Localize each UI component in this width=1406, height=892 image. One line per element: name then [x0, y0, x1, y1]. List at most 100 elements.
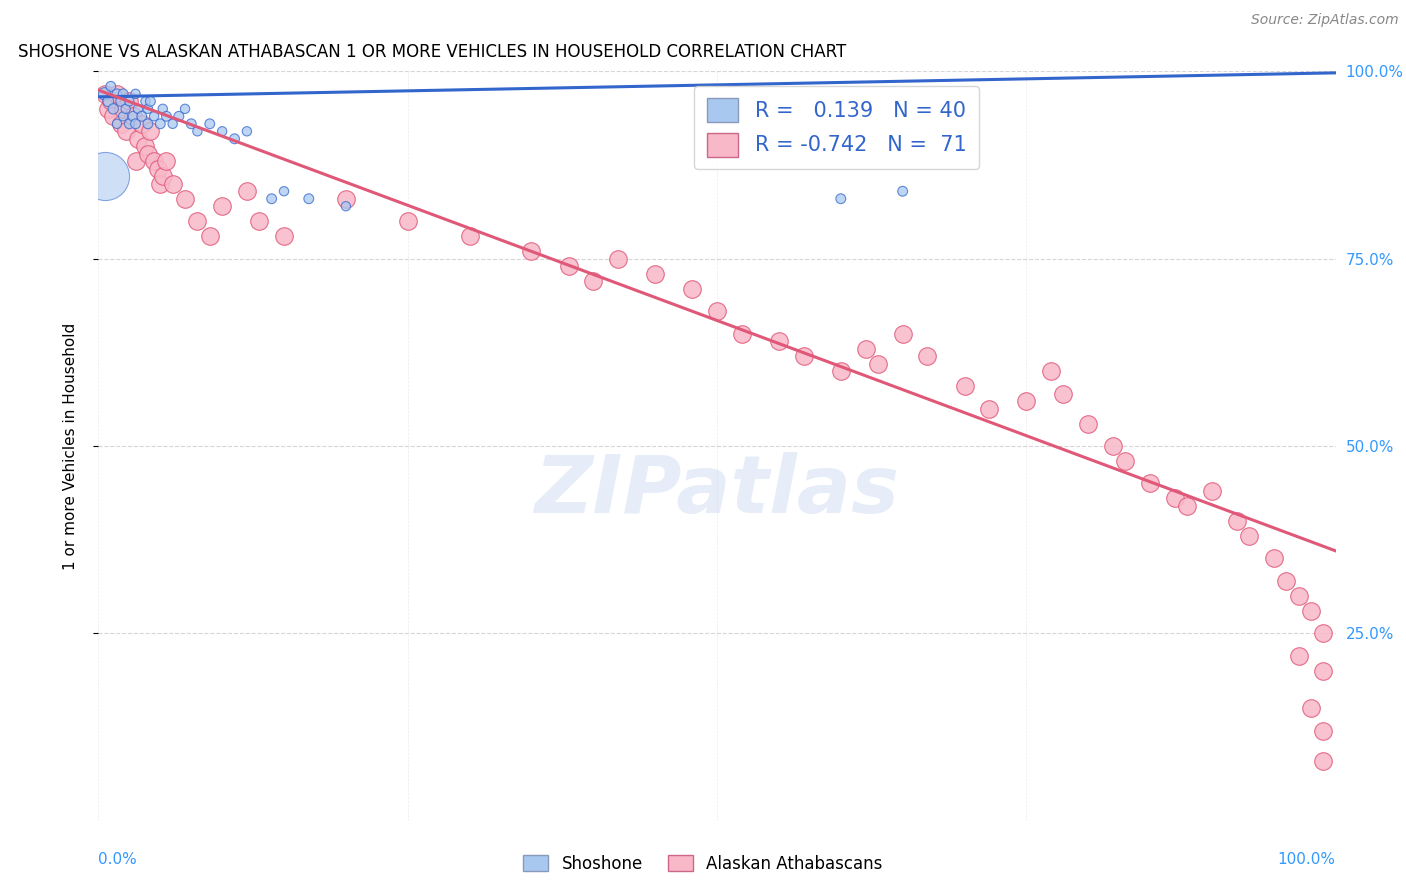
- Point: [260, 192, 283, 206]
- Point: [1175, 499, 1198, 513]
- Point: [236, 124, 259, 138]
- Point: [124, 117, 146, 131]
- Point: [97, 95, 120, 109]
- Point: [1263, 551, 1285, 566]
- Point: [855, 342, 877, 356]
- Point: [152, 102, 174, 116]
- Point: [236, 184, 259, 198]
- Point: [1102, 439, 1125, 453]
- Point: [112, 102, 135, 116]
- Point: [396, 214, 419, 228]
- Point: [152, 169, 174, 184]
- Point: [93, 169, 115, 184]
- Text: 0.0%: 0.0%: [98, 852, 138, 867]
- Point: [953, 379, 976, 393]
- Point: [1164, 491, 1187, 506]
- Point: [143, 154, 166, 169]
- Point: [103, 109, 125, 123]
- Point: [136, 102, 159, 116]
- Point: [1237, 529, 1260, 543]
- Point: [134, 139, 156, 153]
- Point: [1040, 364, 1063, 378]
- Point: [211, 124, 233, 138]
- Point: [706, 304, 728, 318]
- Point: [136, 117, 159, 131]
- Point: [100, 79, 122, 94]
- Point: [1299, 701, 1322, 715]
- Point: [520, 244, 543, 259]
- Text: 100.0%: 100.0%: [1278, 852, 1336, 867]
- Point: [458, 229, 481, 244]
- Point: [211, 199, 233, 213]
- Point: [149, 117, 172, 131]
- Point: [97, 102, 120, 116]
- Point: [114, 102, 136, 116]
- Point: [127, 102, 149, 116]
- Text: Source: ZipAtlas.com: Source: ZipAtlas.com: [1251, 13, 1399, 28]
- Point: [198, 229, 221, 244]
- Point: [100, 95, 122, 109]
- Point: [1288, 648, 1310, 663]
- Point: [1275, 574, 1298, 588]
- Point: [124, 87, 146, 101]
- Point: [93, 87, 115, 101]
- Point: [557, 259, 579, 273]
- Point: [335, 192, 357, 206]
- Point: [118, 95, 141, 109]
- Point: [114, 124, 136, 138]
- Point: [198, 117, 221, 131]
- Point: [1015, 394, 1038, 409]
- Point: [681, 282, 703, 296]
- Point: [105, 117, 128, 131]
- Point: [1201, 483, 1223, 498]
- Legend: Shoshone, Alaskan Athabascans: Shoshone, Alaskan Athabascans: [516, 848, 890, 880]
- Point: [122, 109, 145, 123]
- Point: [155, 109, 177, 123]
- Point: [105, 87, 128, 101]
- Point: [1312, 626, 1334, 640]
- Point: [112, 109, 135, 123]
- Point: [1226, 514, 1249, 528]
- Point: [139, 124, 162, 138]
- Point: [731, 326, 754, 341]
- Point: [1312, 664, 1334, 678]
- Point: [139, 95, 162, 109]
- Point: [1288, 589, 1310, 603]
- Text: ZIPatlas: ZIPatlas: [534, 452, 900, 530]
- Point: [1312, 723, 1334, 738]
- Point: [1077, 417, 1099, 431]
- Point: [866, 357, 889, 371]
- Point: [146, 161, 169, 176]
- Point: [105, 87, 128, 101]
- Point: [979, 401, 1001, 416]
- Point: [186, 124, 208, 138]
- Point: [118, 95, 141, 109]
- Point: [582, 274, 605, 288]
- Point: [124, 154, 146, 169]
- Point: [143, 109, 166, 123]
- Point: [830, 192, 852, 206]
- Point: [607, 252, 630, 266]
- Point: [174, 102, 197, 116]
- Point: [224, 132, 246, 146]
- Point: [186, 214, 208, 228]
- Point: [118, 117, 141, 131]
- Point: [1052, 386, 1074, 401]
- Point: [891, 184, 914, 198]
- Point: [830, 364, 852, 378]
- Point: [793, 349, 815, 363]
- Point: [127, 132, 149, 146]
- Point: [1139, 476, 1161, 491]
- Y-axis label: 1 or more Vehicles in Household: 1 or more Vehicles in Household: [63, 322, 77, 570]
- Point: [298, 192, 321, 206]
- Point: [174, 192, 197, 206]
- Text: SHOSHONE VS ALASKAN ATHABASCAN 1 OR MORE VEHICLES IN HOUSEHOLD CORRELATION CHART: SHOSHONE VS ALASKAN ATHABASCAN 1 OR MORE…: [18, 44, 846, 62]
- Point: [273, 229, 295, 244]
- Point: [131, 117, 153, 131]
- Point: [180, 117, 202, 131]
- Point: [1299, 604, 1322, 618]
- Point: [891, 326, 914, 341]
- Point: [134, 95, 156, 109]
- Point: [167, 109, 190, 123]
- Point: [149, 177, 172, 191]
